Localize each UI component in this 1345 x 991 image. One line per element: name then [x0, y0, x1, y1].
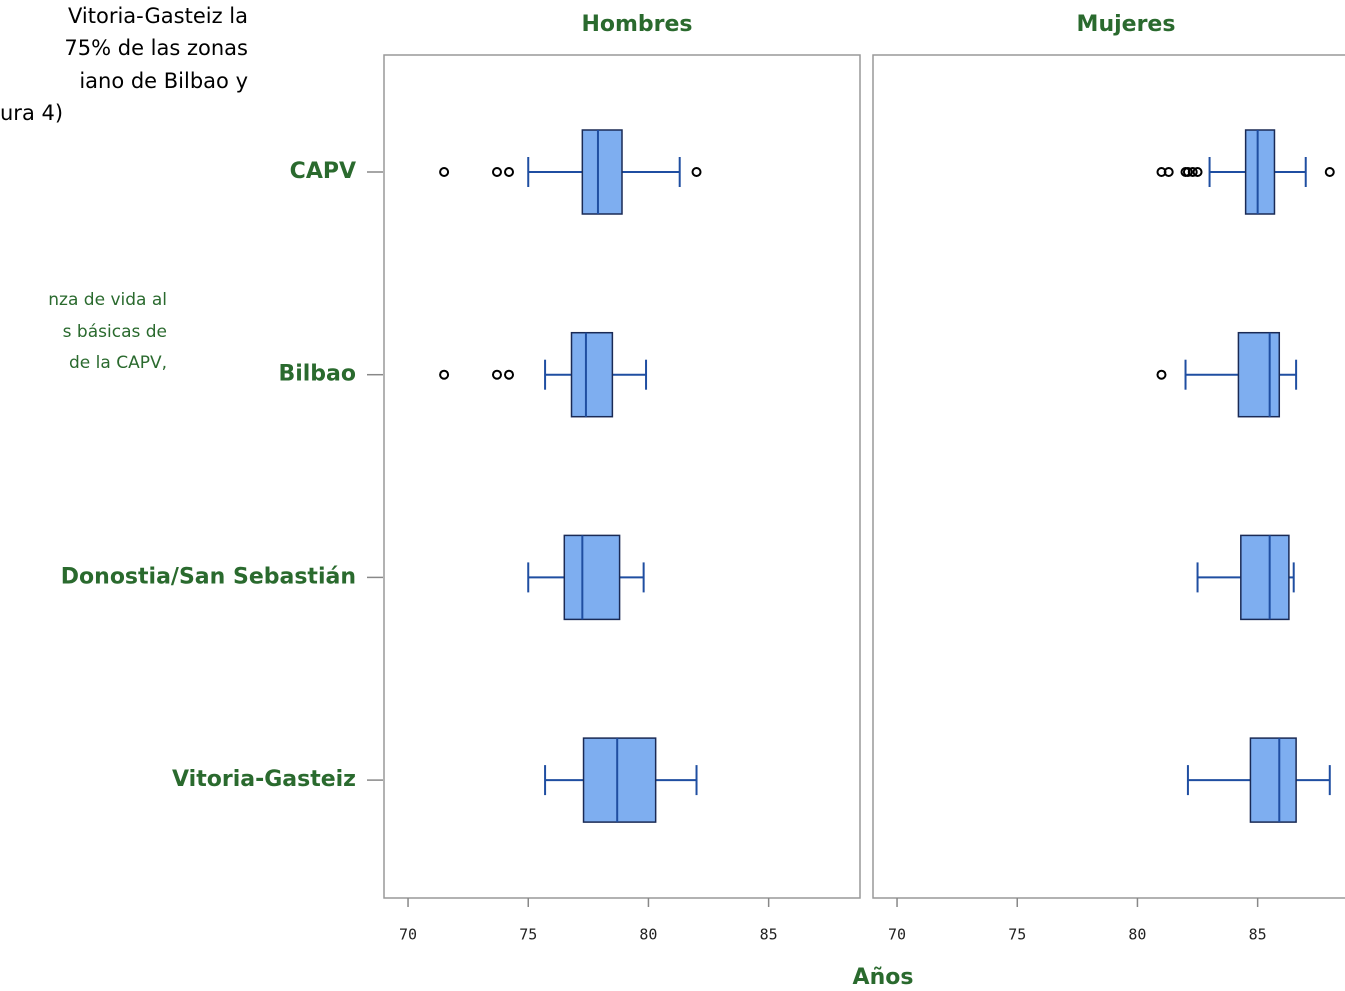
outlier	[439, 167, 450, 177]
outlier	[1163, 167, 1174, 177]
paragraph-line: Vitoria-Gasteiz la	[68, 4, 248, 28]
x-tick-label: 85	[1249, 926, 1267, 944]
x-tick-label: 75	[519, 926, 537, 944]
outlier	[504, 167, 515, 177]
box	[581, 129, 623, 215]
caption-line: s básicas de	[63, 322, 167, 342]
box	[563, 534, 621, 621]
x-tick-label: 80	[1128, 926, 1146, 944]
outlier	[439, 369, 450, 380]
category-label: Donostia/San Sebastián	[61, 564, 356, 589]
x-tick-label: 85	[760, 926, 778, 944]
outlier	[1182, 167, 1193, 177]
x-tick-label: 70	[888, 926, 906, 944]
panel-title: Hombres	[581, 12, 692, 37]
box	[1237, 331, 1281, 418]
outlier	[491, 167, 502, 177]
x-axis-label: Años	[853, 965, 914, 990]
box	[570, 331, 614, 418]
caption-line: nza de vida al	[48, 290, 167, 310]
x-tick-label: 70	[399, 926, 417, 944]
outlier	[491, 369, 502, 380]
box	[582, 737, 657, 823]
category-label: Vitoria-Gasteiz	[172, 767, 356, 792]
box	[1244, 129, 1276, 215]
outlier	[504, 369, 515, 380]
paragraph-line: iano de Bilbao y	[79, 69, 248, 93]
outlier	[691, 167, 702, 177]
category-label: CAPV	[290, 159, 356, 184]
outlier	[1156, 369, 1167, 380]
paragraph-line: 75% de las zonas	[64, 36, 248, 60]
panel-title: Mujeres	[1077, 12, 1176, 37]
box	[1249, 737, 1297, 823]
caption-line: de la CAPV,	[69, 353, 167, 373]
x-tick-label: 75	[1008, 926, 1026, 944]
outlier	[1324, 167, 1335, 177]
x-tick-label: 80	[639, 926, 657, 944]
outlier	[1187, 167, 1198, 177]
panel-frame	[872, 54, 1345, 899]
category-label: Bilbao	[278, 362, 356, 387]
box	[1240, 534, 1290, 621]
panel-frame	[383, 54, 861, 899]
paragraph-line: ura 4)	[0, 101, 63, 125]
outlier	[1192, 167, 1203, 177]
